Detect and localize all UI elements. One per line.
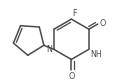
Text: NH: NH: [90, 50, 102, 59]
Text: O: O: [100, 19, 106, 28]
Text: O: O: [68, 72, 75, 81]
Text: F: F: [72, 9, 77, 18]
Text: N: N: [47, 45, 53, 54]
